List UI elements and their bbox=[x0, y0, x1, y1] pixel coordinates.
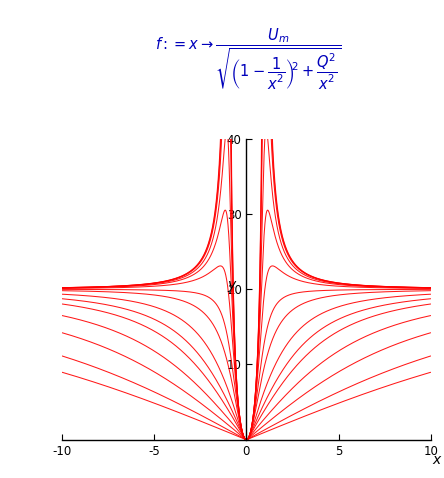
Text: y: y bbox=[227, 278, 235, 293]
Text: x: x bbox=[432, 453, 440, 467]
Text: $f := x \rightarrow \dfrac{U_m}{\sqrt{\left(1 - \dfrac{1}{x^2}\right)^{\!\!2} + : $f := x \rightarrow \dfrac{U_m}{\sqrt{\l… bbox=[155, 27, 342, 92]
